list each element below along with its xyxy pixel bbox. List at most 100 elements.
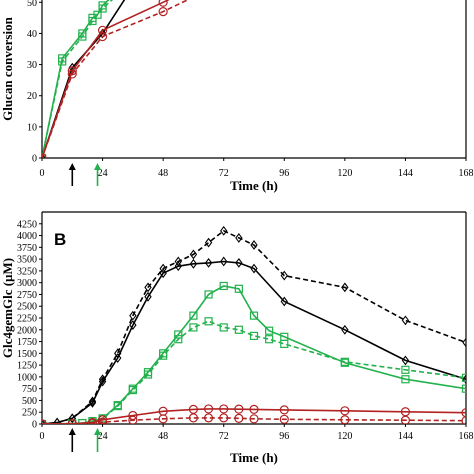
data-point	[219, 281, 228, 291]
addition-arrow-head	[94, 163, 102, 170]
y-tick-label: 50	[27, 0, 37, 9]
data-point	[88, 397, 97, 408]
x-tick-label: 168	[459, 431, 474, 442]
data-point	[143, 370, 153, 379]
data-point	[203, 404, 214, 414]
data-point	[188, 413, 199, 423]
y-tick-label: 1000	[17, 372, 37, 383]
data-point	[462, 374, 466, 385]
series-line	[42, 0, 126, 158]
data-point	[279, 405, 289, 415]
data-point	[234, 325, 243, 334]
y-tick-label: 1250	[17, 361, 37, 372]
panel-a-glucan-conversion-chart: 0 10 20 30 40 50 0 24 48 72 96 120 144 168 Time (h) Glu…	[0, 0, 474, 193]
data-point	[129, 310, 137, 321]
x-tick-label: 24	[98, 168, 108, 179]
y-tick-label: 250	[22, 408, 37, 419]
x-tick-label: 96	[279, 168, 289, 179]
data-point	[128, 415, 138, 424]
data-point	[249, 311, 259, 320]
y-tick-label: 1750	[17, 337, 37, 348]
data-point	[234, 284, 243, 293]
data-point	[250, 263, 258, 274]
data-point	[58, 57, 67, 66]
x-tick-label: 0	[40, 168, 45, 179]
data-point	[401, 375, 410, 384]
data-point	[279, 414, 289, 424]
data-point	[340, 357, 349, 366]
data-point	[249, 414, 259, 424]
y-tick-label: 4000	[17, 231, 37, 242]
y-tick-label: 2250	[17, 314, 37, 325]
x-axis-label: Time (h)	[230, 450, 278, 465]
data-point	[401, 315, 410, 326]
data-point	[114, 348, 122, 359]
data-point	[42, 419, 46, 424]
x-tick-label: 72	[219, 168, 229, 179]
data-point	[98, 4, 107, 13]
addition-arrow-head	[94, 428, 102, 435]
data-point	[174, 261, 182, 272]
x-tick-label: 72	[219, 431, 229, 442]
data-point	[88, 16, 97, 26]
data-point	[113, 401, 122, 411]
panel-b-glc4gemglc-chart: 0250500750100012501500175020002250250027…	[0, 211, 474, 465]
data-point	[235, 232, 243, 243]
data-point	[189, 311, 198, 320]
data-point	[97, 31, 108, 42]
addition-arrow-head	[68, 428, 76, 435]
data-point	[204, 257, 213, 268]
data-point	[42, 153, 46, 158]
data-point	[280, 270, 288, 281]
data-point	[129, 320, 137, 330]
data-point	[204, 290, 213, 299]
data-point	[235, 257, 243, 268]
data-point	[250, 240, 258, 250]
y-tick-label: 3250	[17, 266, 37, 277]
series-line	[42, 0, 113, 158]
series-line	[42, 417, 466, 424]
y-tick-label: 0	[32, 420, 37, 431]
data-point	[158, 7, 168, 17]
x-axis-label: Time (h)	[230, 178, 278, 193]
data-point	[340, 415, 350, 424]
data-point	[204, 317, 213, 326]
series-line	[42, 260, 466, 424]
data-point	[189, 258, 198, 269]
series-line	[42, 0, 110, 158]
data-point	[174, 335, 183, 344]
data-point	[144, 282, 152, 293]
series-group	[42, 0, 190, 158]
data-point	[204, 237, 213, 248]
data-point	[189, 323, 198, 332]
data-point	[280, 339, 289, 349]
x-tick-label: 0	[40, 431, 45, 442]
data-point	[78, 32, 87, 41]
data-point	[68, 413, 76, 424]
data-point	[174, 330, 183, 339]
x-tick-label: 168	[459, 168, 474, 179]
series-line	[42, 0, 190, 158]
y-tick-label: 750	[22, 384, 37, 395]
y-tick-label: 2500	[17, 302, 37, 313]
y-tick-label: 3500	[17, 255, 37, 266]
data-point	[340, 406, 350, 416]
data-point	[219, 404, 229, 414]
data-point	[220, 225, 228, 236]
data-point	[280, 296, 288, 307]
y-tick-label: 4250	[17, 219, 37, 230]
data-point	[189, 249, 198, 260]
data-point	[265, 326, 274, 335]
y-tick-label: 30	[27, 60, 37, 71]
data-point	[249, 331, 259, 341]
x-tick-label: 144	[398, 168, 413, 179]
data-point	[234, 413, 244, 423]
data-point	[159, 351, 168, 360]
data-point	[97, 25, 108, 35]
y-tick-label: 40	[27, 29, 37, 40]
data-point	[461, 408, 466, 418]
data-point	[249, 404, 259, 414]
data-point	[93, 10, 102, 19]
data-point	[401, 355, 410, 366]
